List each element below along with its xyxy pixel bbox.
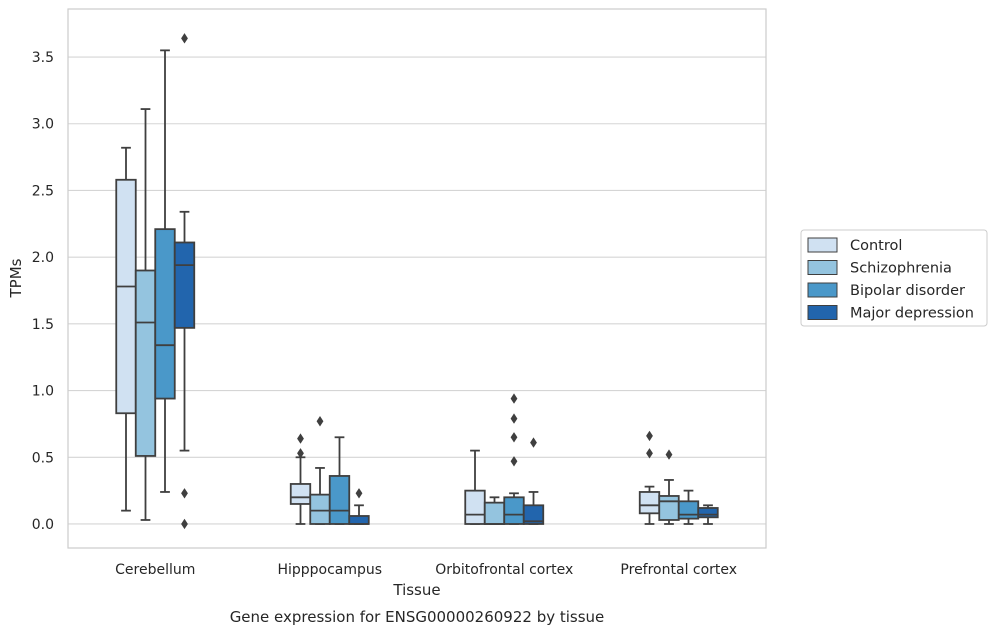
box-plot xyxy=(348,488,370,525)
box-plot xyxy=(154,49,176,493)
x-tick-label: Prefrontal cortex xyxy=(620,562,737,578)
x-axis-label: Tissue xyxy=(392,581,440,599)
box-plot xyxy=(522,437,545,525)
outlier-point xyxy=(181,488,188,499)
outlier-point xyxy=(355,488,363,499)
box-plot xyxy=(115,146,137,512)
plot-area-frame xyxy=(67,8,767,549)
legend-label: Major depression xyxy=(850,306,974,322)
box-plot xyxy=(697,504,719,525)
box-iqr xyxy=(154,228,176,400)
x-tick-label: Hipppocampus xyxy=(277,562,382,578)
x-tick-label: Cerebellum xyxy=(115,562,195,578)
box-plot xyxy=(173,33,196,530)
box-iqr xyxy=(348,515,370,525)
outlier-point xyxy=(297,433,304,444)
outlier-point xyxy=(510,432,518,443)
box-iqr xyxy=(483,501,506,525)
box-iqr xyxy=(173,241,196,329)
box-plot xyxy=(503,393,525,525)
y-tick-label: 0.5 xyxy=(32,450,54,466)
legend-swatch xyxy=(807,305,838,320)
legend-swatch xyxy=(807,260,838,275)
outlier-point xyxy=(646,448,653,459)
box-plot xyxy=(464,449,486,525)
box-iqr xyxy=(503,496,525,525)
y-tick-label: 2.0 xyxy=(32,250,54,266)
legend: Control Schizophrenia Bipolar disorder Majo… xyxy=(800,229,988,327)
x-tick-label: Orbitofrontal cortex xyxy=(435,562,573,578)
box-plot xyxy=(483,496,506,525)
outlier-point xyxy=(510,413,518,424)
legend-swatch xyxy=(807,282,838,298)
box-iqr xyxy=(464,489,486,525)
box-plot xyxy=(677,489,700,525)
figure-caption: Gene expression for ENSG00000260922 by t… xyxy=(230,608,605,626)
y-tick-label: 3.5 xyxy=(32,50,54,66)
y-tick-label: 1.0 xyxy=(32,384,54,400)
outlier-point xyxy=(646,430,653,442)
box-plot xyxy=(134,108,157,521)
outlier-point xyxy=(530,437,537,448)
box-iqr xyxy=(677,500,700,520)
box-plot xyxy=(309,416,331,525)
legend-label: Control xyxy=(850,238,902,254)
box-plots xyxy=(115,33,719,530)
box-plot xyxy=(328,436,351,525)
legend-label: Bipolar disorder xyxy=(850,283,965,299)
box-iqr xyxy=(522,504,545,525)
outlier-point xyxy=(665,449,673,460)
y-tick-label: 2.5 xyxy=(32,183,54,199)
box-iqr xyxy=(658,495,680,521)
legend-frame xyxy=(800,229,988,327)
y-axis-label: TPMs xyxy=(7,258,25,298)
outlier-point xyxy=(510,456,518,467)
box-plot xyxy=(289,433,312,525)
box-iqr xyxy=(328,475,351,525)
y-tick-label: 1.5 xyxy=(32,317,54,333)
outlier-point xyxy=(510,393,518,404)
y-tick-labels: 0.0 0.5 1.0 1.5 2.0 2.5 3.0 3.5 xyxy=(32,50,54,533)
box-iqr xyxy=(638,491,661,515)
outlier-point xyxy=(181,33,188,44)
outlier-point xyxy=(181,518,188,530)
y-tick-label: 0.0 xyxy=(32,517,54,533)
box-iqr xyxy=(115,178,137,415)
x-tick-labels: Cerebellum Hipppocampus Orbitofrontal cort… xyxy=(115,562,737,578)
box-iqr xyxy=(697,507,719,519)
box-iqr xyxy=(289,483,312,505)
box-iqr xyxy=(134,269,157,457)
legend-label: Schizophrenia xyxy=(850,261,952,277)
legend-swatch xyxy=(807,237,838,253)
y-tick-label: 3.0 xyxy=(32,117,54,133)
box-plot xyxy=(638,430,661,525)
box-plot xyxy=(658,449,680,525)
outlier-point xyxy=(316,416,324,427)
box-iqr xyxy=(309,493,331,525)
outlier-point xyxy=(297,448,304,459)
